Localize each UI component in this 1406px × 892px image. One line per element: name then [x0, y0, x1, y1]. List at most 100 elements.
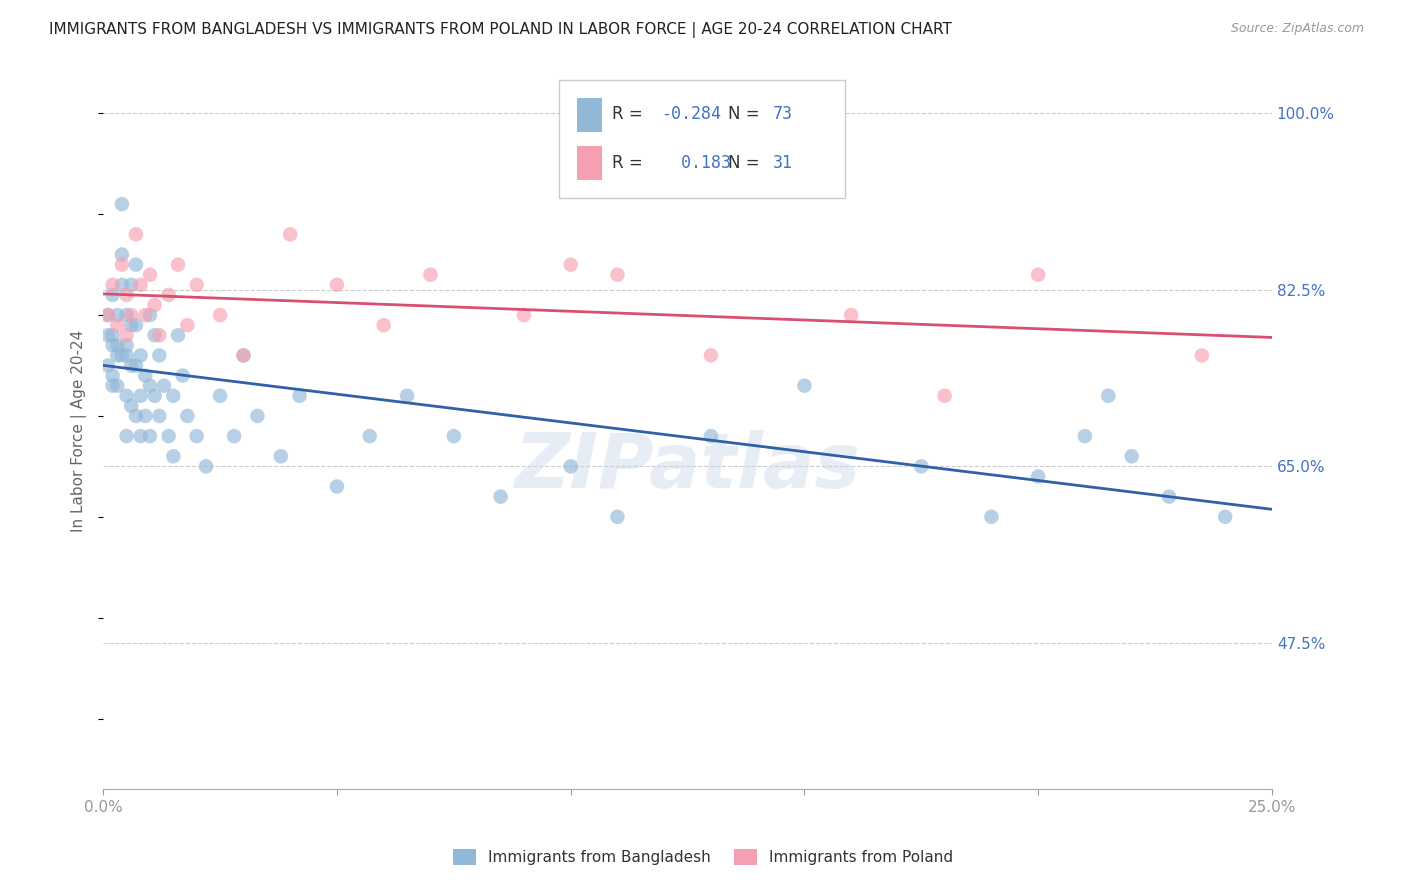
Point [1026, 469, 1049, 483]
Point [115, 338, 138, 352]
Point [167, 328, 190, 343]
Point [105, 308, 128, 322]
Point [288, 389, 311, 403]
Text: IMMIGRANTS FROM BANGLADESH VS IMMIGRANTS FROM POLAND IN LABOR FORCE | AGE 20-24 : IMMIGRANTS FROM BANGLADESH VS IMMIGRANTS… [49, 22, 952, 38]
Point [186, 429, 208, 443]
Point [105, 338, 128, 352]
Point [157, 429, 180, 443]
Point [1121, 450, 1143, 464]
Point [232, 348, 254, 362]
Point [139, 378, 162, 392]
Text: ZIPatlas: ZIPatlas [515, 430, 860, 504]
Point [143, 328, 166, 343]
FancyBboxPatch shape [576, 98, 602, 132]
Point [246, 409, 269, 423]
Point [97, 308, 120, 322]
Point [1026, 268, 1049, 282]
Point [97, 359, 120, 373]
Text: N =: N = [728, 104, 761, 123]
Point [148, 348, 170, 362]
Point [111, 258, 134, 272]
Point [143, 389, 166, 403]
Point [115, 389, 138, 403]
Point [111, 247, 134, 261]
Text: R =: R = [612, 153, 643, 171]
Text: -0.284: -0.284 [661, 104, 721, 123]
Text: R =: R = [612, 104, 643, 123]
Point [326, 479, 349, 493]
Point [125, 258, 148, 272]
Point [101, 277, 124, 292]
Point [115, 308, 138, 322]
Point [396, 389, 419, 403]
Point [209, 308, 232, 322]
Point [125, 359, 148, 373]
Point [186, 277, 208, 292]
Point [105, 348, 128, 362]
Point [139, 429, 162, 443]
Point [120, 359, 142, 373]
Point [120, 318, 142, 333]
Text: N =: N = [728, 153, 761, 171]
Point [101, 328, 124, 343]
Point [157, 288, 180, 302]
Point [105, 318, 128, 333]
Point [195, 459, 218, 474]
Point [1191, 348, 1213, 362]
Point [176, 318, 198, 333]
Point [120, 399, 142, 413]
Point [910, 459, 932, 474]
Point [101, 378, 124, 392]
Point [125, 409, 148, 423]
Point [97, 328, 120, 343]
Point [162, 450, 184, 464]
FancyBboxPatch shape [560, 80, 845, 198]
Point [359, 429, 381, 443]
Point [111, 277, 134, 292]
Point [606, 268, 628, 282]
Point [129, 277, 152, 292]
Point [176, 409, 198, 423]
Point [373, 318, 395, 333]
Point [139, 268, 162, 282]
Point [980, 509, 1002, 524]
Point [153, 378, 176, 392]
Point [700, 348, 723, 362]
Point [120, 277, 142, 292]
Text: 31: 31 [773, 153, 793, 171]
Point [224, 429, 246, 443]
Point [700, 429, 723, 443]
Y-axis label: In Labor Force | Age 20-24: In Labor Force | Age 20-24 [72, 330, 87, 533]
Point [1074, 429, 1097, 443]
Point [134, 308, 156, 322]
Point [934, 389, 956, 403]
Point [111, 348, 134, 362]
Point [115, 429, 138, 443]
Point [1157, 490, 1180, 504]
Point [326, 277, 349, 292]
Point [232, 348, 254, 362]
Legend: Immigrants from Bangladesh, Immigrants from Poland: Immigrants from Bangladesh, Immigrants f… [447, 843, 959, 871]
Point [1213, 509, 1236, 524]
FancyBboxPatch shape [576, 146, 602, 180]
Point [101, 368, 124, 383]
Point [125, 318, 148, 333]
Point [129, 429, 152, 443]
Point [1097, 389, 1119, 403]
Point [101, 338, 124, 352]
Point [125, 227, 148, 242]
Point [162, 389, 184, 403]
Point [101, 288, 124, 302]
Point [139, 308, 162, 322]
Point [97, 308, 120, 322]
Point [148, 409, 170, 423]
Point [419, 268, 441, 282]
Point [129, 348, 152, 362]
Point [278, 227, 301, 242]
Point [606, 509, 628, 524]
Point [134, 368, 156, 383]
Point [560, 258, 582, 272]
Point [172, 368, 194, 383]
Point [134, 409, 156, 423]
Point [129, 389, 152, 403]
